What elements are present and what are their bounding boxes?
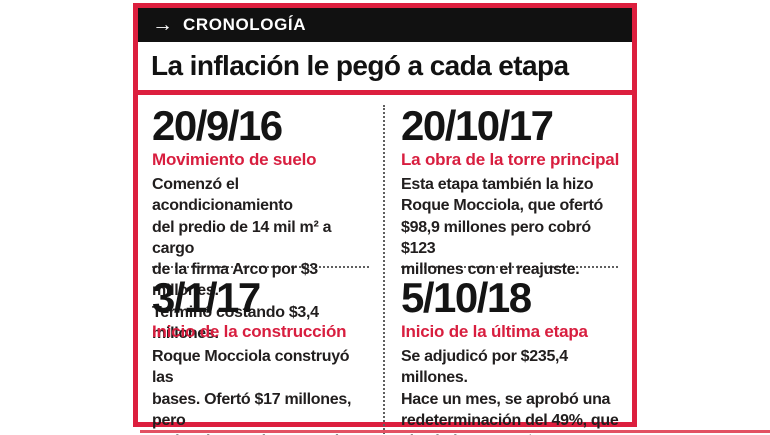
entry-date: 3/1/17 xyxy=(152,274,261,321)
kicker-bar: → CRONOLOGÍA xyxy=(138,8,632,42)
entry-body: Esta etapa también la hizo Roque Mocciol… xyxy=(401,176,603,279)
kicker-label: CRONOLOGÍA xyxy=(183,15,307,34)
entry-subtitle: Inicio de la última etapa xyxy=(401,322,588,341)
cropped-next-frame-edge xyxy=(140,430,770,433)
entry-date: 20/10/17 xyxy=(401,102,554,149)
timeline-grid: 20/9/16 Movimiento de suelo Comenzó el a… xyxy=(138,95,632,435)
arrow-right-icon: → xyxy=(152,12,173,36)
dotted-column-divider xyxy=(383,105,385,435)
entry-subtitle: Movimiento de suelo xyxy=(152,150,317,169)
dotted-separator xyxy=(152,266,369,268)
entry-subtitle: Inicio de la construcción xyxy=(152,322,347,341)
entry-body: Se adjudicó por $235,4 millones. Hace un… xyxy=(401,348,619,435)
infographic-headline: La inflación le pegó a cada etapa xyxy=(151,50,569,81)
timeline-column-right: 20/10/17 La obra de la torre principal E… xyxy=(385,95,632,435)
entry-subtitle: La obra de la torre principal xyxy=(401,150,620,169)
red-divider xyxy=(138,90,632,95)
chronology-infographic: → CRONOLOGÍA La inflación le pegó a cada… xyxy=(133,3,637,435)
timeline-entry-4: 5/10/18 Inicio de la última etapa Se adj… xyxy=(401,277,620,435)
timeline-entry-1: 20/9/16 Movimiento de suelo Comenzó el a… xyxy=(152,102,371,342)
timeline-entry-3: 3/1/17 Inicio de la construcción Roque M… xyxy=(152,277,371,435)
entry-body: Roque Mocciola construyó las bases. Ofer… xyxy=(152,348,352,435)
entry-body: Comenzó el acondicionamiento del predio … xyxy=(152,176,332,342)
timeline-entry-2: 20/10/17 La obra de la torre principal E… xyxy=(401,102,620,279)
headline-strip: La inflación le pegó a cada etapa xyxy=(138,42,632,90)
entry-date: 5/10/18 xyxy=(401,274,532,321)
timeline-column-left: 20/9/16 Movimiento de suelo Comenzó el a… xyxy=(138,95,383,435)
dotted-separator xyxy=(401,266,618,268)
entry-date: 20/9/16 xyxy=(152,102,283,149)
